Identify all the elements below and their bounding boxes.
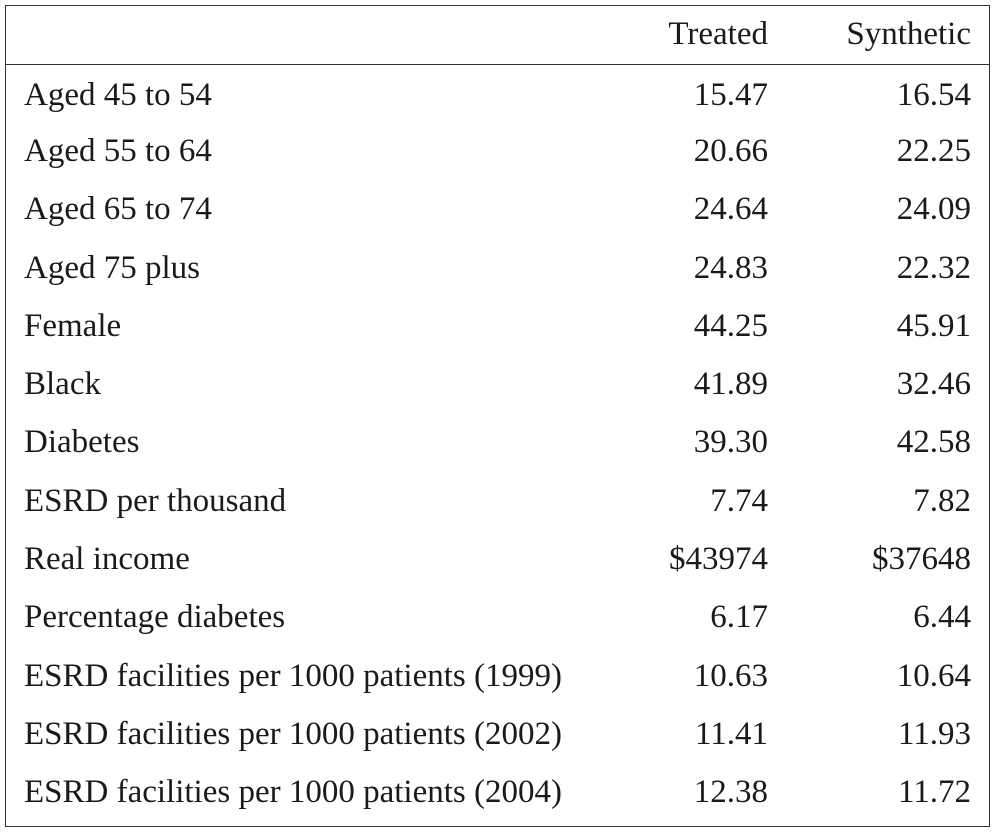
table-row: Diabetes 39.30 42.58: [6, 414, 989, 472]
table-row: Real income $43974 $37648: [6, 530, 989, 588]
treated-value: 7.74: [710, 482, 768, 519]
table-frame: Treated Synthetic Aged 45 to 54 15.47 16…: [5, 5, 990, 827]
synthetic-value: 11.93: [897, 715, 971, 752]
table-header: Treated Synthetic: [6, 6, 989, 64]
table-row: Aged 45 to 54 15.47 16.54: [6, 64, 989, 122]
synthetic-value: $37648: [872, 541, 971, 578]
header-treated: Treated: [668, 16, 768, 53]
synthetic-value: 6.44: [913, 599, 971, 636]
treated-value: 39.30: [693, 424, 768, 461]
synthetic-value: 45.91: [896, 307, 971, 344]
synthetic-value: 16.54: [896, 76, 971, 113]
row-label: ESRD facilities per 1000 patients (2002): [24, 715, 562, 752]
synthetic-value: 10.64: [896, 657, 971, 694]
treated-value: 10.63: [693, 657, 768, 694]
row-label: Female: [24, 307, 122, 344]
treated-value: 20.66: [693, 132, 768, 169]
row-label: Aged 75 plus: [24, 249, 200, 286]
row-label: Real income: [24, 541, 190, 578]
table-row: Black 41.89 32.46: [6, 355, 989, 413]
treated-value: 24.83: [693, 249, 768, 286]
row-label: ESRD facilities per 1000 patients (2004): [24, 774, 562, 811]
treated-value: 44.25: [693, 307, 768, 344]
treated-value: 24.64: [693, 191, 768, 228]
table-row: ESRD facilities per 1000 patients (1999)…: [6, 647, 989, 705]
row-label: Aged 45 to 54: [24, 76, 212, 113]
table-row: Aged 55 to 64 20.66 22.25: [6, 122, 989, 180]
table-row: Aged 65 to 74 24.64 24.09: [6, 181, 989, 239]
header-label: [6, 6, 578, 64]
row-label: ESRD facilities per 1000 patients (1999): [24, 657, 562, 694]
synthetic-value: 32.46: [896, 366, 971, 403]
synthetic-value: 24.09: [896, 191, 971, 228]
table-row: Percentage diabetes 6.17 6.44: [6, 589, 989, 647]
treated-value: 41.89: [693, 366, 768, 403]
row-label: Percentage diabetes: [24, 599, 286, 636]
synthetic-value: 42.58: [896, 424, 971, 461]
table-row: ESRD per thousand 7.74 7.82: [6, 472, 989, 530]
synthetic-value: 11.72: [897, 774, 971, 811]
header-synthetic: Synthetic: [846, 16, 971, 53]
synthetic-value: 22.32: [896, 249, 971, 286]
treated-value: 12.38: [693, 774, 768, 811]
table-row: Female 44.25 45.91: [6, 297, 989, 355]
table-row: ESRD facilities per 1000 patients (2004)…: [6, 764, 989, 822]
header-row: Treated Synthetic: [6, 6, 989, 64]
treated-value: 11.41: [694, 715, 768, 752]
row-label: Aged 55 to 64: [24, 132, 212, 169]
treated-value: 15.47: [693, 76, 768, 113]
treated-value: $43974: [669, 541, 768, 578]
table-body: Aged 45 to 54 15.47 16.54 Aged 55 to 64 …: [6, 64, 989, 822]
row-label: Diabetes: [24, 424, 140, 461]
synthetic-value: 7.82: [913, 482, 971, 519]
row-label: ESRD per thousand: [24, 482, 287, 519]
table-row: Aged 75 plus 24.83 22.32: [6, 239, 989, 297]
row-label: Black: [24, 366, 101, 403]
comparison-table: Treated Synthetic Aged 45 to 54 15.47 16…: [6, 6, 989, 822]
row-label: Aged 65 to 74: [24, 191, 212, 228]
treated-value: 6.17: [710, 599, 768, 636]
synthetic-value: 22.25: [896, 132, 971, 169]
table-row: ESRD facilities per 1000 patients (2002)…: [6, 705, 989, 763]
